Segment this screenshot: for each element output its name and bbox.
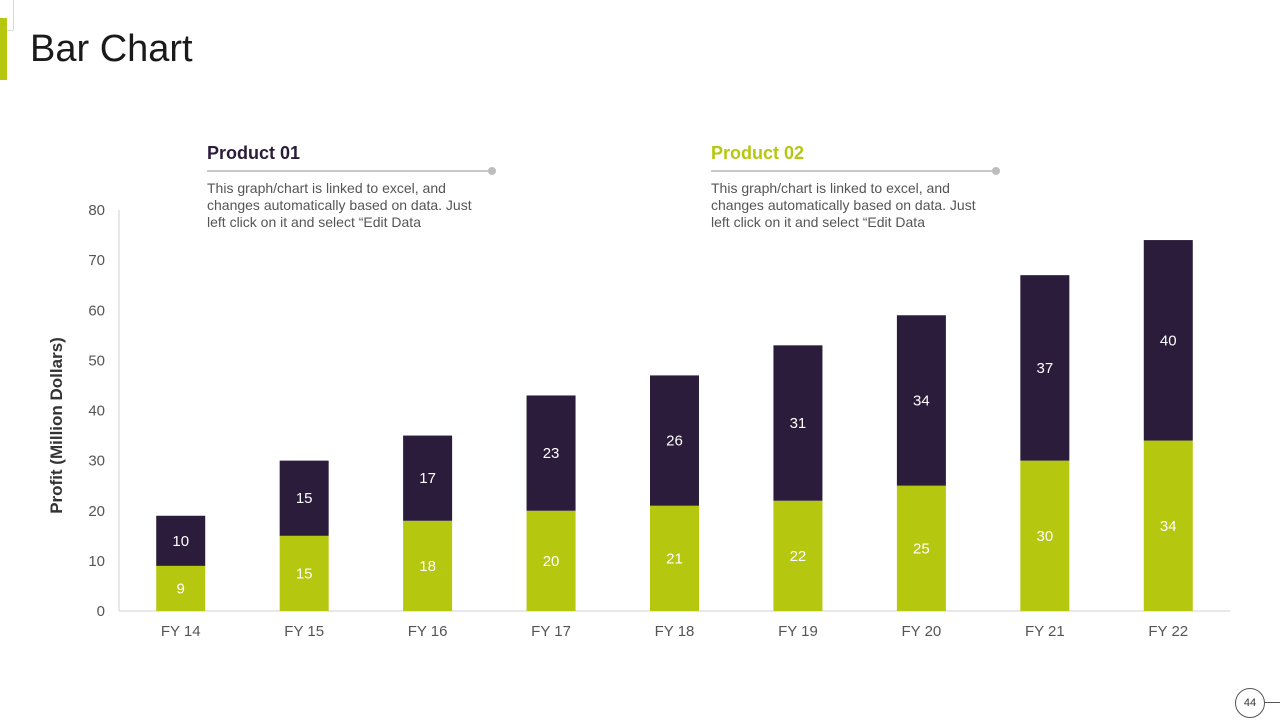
y-tick-label: 20 [88,503,105,520]
legend-divider [207,167,496,175]
data-label: 34 [1160,518,1177,535]
y-tick-label: 40 [88,403,105,420]
data-label: 23 [543,445,560,462]
legend-dot [488,167,496,175]
bar-product-02 [279,535,329,611]
x-tick-label: FY 21 [1025,623,1065,640]
y-tick-label: 30 [88,453,105,470]
data-label: 20 [543,553,560,570]
page-number: 44 [1235,688,1265,718]
data-label: 10 [172,533,189,550]
data-label: 17 [419,470,436,487]
bar-product-02 [156,565,206,611]
y-tick-label: 50 [88,352,105,369]
x-tick-label: FY 16 [408,623,448,640]
y-tick-label: 80 [88,202,105,219]
bar-product-01 [403,435,453,521]
legend-description: This graph/chart is linked to excel, and… [711,180,976,230]
data-label: 26 [666,433,683,450]
bar-product-02 [650,505,699,611]
data-label: 15 [296,565,313,582]
bar-product-02 [403,520,453,611]
bar-product-02 [896,485,946,611]
bar-product-02 [526,510,576,611]
bar-product-02 [773,500,823,611]
legend-description: This graph/chart is linked to excel, and… [207,180,472,230]
data-label: 9 [177,580,185,597]
data-label: 25 [913,540,930,557]
bar-product-01 [279,460,329,536]
y-tick-label: 70 [88,252,105,269]
x-tick-label: FY 18 [655,623,695,640]
page-title: Bar Chart [30,28,193,70]
bar-product-02 [1143,440,1193,611]
data-label: 31 [790,415,807,432]
corner-decoration [13,0,14,30]
data-label: 21 [666,550,683,567]
legend-title: Product 02 [711,143,805,163]
bar-product-01 [526,395,576,511]
x-tick-label: FY 19 [778,623,818,640]
y-tick-label: 10 [88,553,105,570]
data-label: 40 [1160,332,1177,349]
data-label: 37 [1036,360,1053,377]
bar-product-01 [773,345,823,501]
bar-product-02 [1020,460,1070,611]
bar-product-01 [650,375,699,506]
y-tick-label: 60 [88,302,105,319]
x-tick-label: FY 20 [902,623,942,640]
page-number-line [1264,702,1280,703]
data-label: 18 [419,558,436,575]
data-label: 34 [913,392,930,409]
bar-product-01 [896,315,946,486]
bar-product-01 [1020,275,1070,461]
bar-product-01 [1143,240,1193,441]
x-tick-label: FY 15 [284,623,324,640]
y-axis-label: Profit (Million Dollars) [47,337,66,514]
legend-title: Product 01 [207,143,301,163]
legend-dot [992,167,1000,175]
x-tick-label: FY 22 [1148,623,1188,640]
legend-product-02: Product 02 This graph/chart is linked to… [711,143,1000,231]
title-accent-bar [0,18,7,80]
y-tick-label: 0 [97,603,105,620]
data-label: 15 [296,490,313,507]
bar-product-01 [156,515,206,566]
x-tick-label: FY 17 [531,623,571,640]
data-label: 30 [1036,528,1053,545]
legend-divider [711,167,1000,175]
data-label: 22 [790,548,807,565]
x-tick-label: FY 14 [161,623,201,640]
legend-product-01: Product 01 This graph/chart is linked to… [207,143,496,231]
